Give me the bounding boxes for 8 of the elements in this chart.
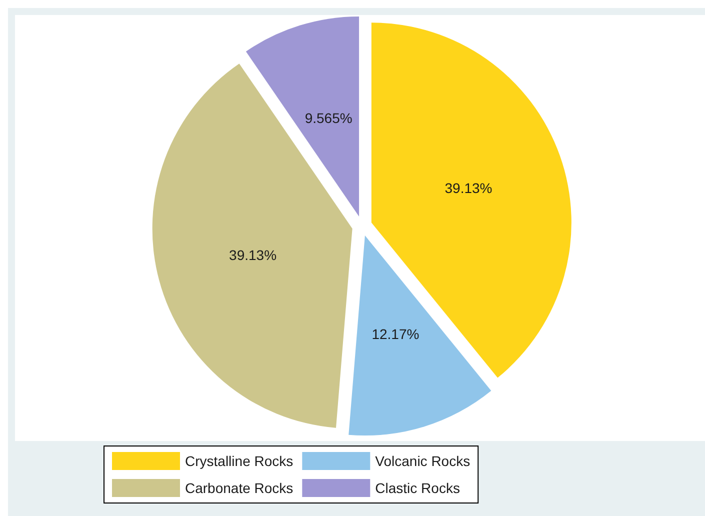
legend-label: Volcanic Rocks: [375, 453, 470, 469]
data-label: 39.13%: [444, 180, 492, 196]
data-label: 12.17%: [372, 326, 420, 342]
legend-label: Carbonate Rocks: [185, 480, 294, 496]
legend-label: Clastic Rocks: [375, 480, 460, 496]
data-label: 39.13%: [229, 247, 277, 264]
data-label: 9.565%: [304, 110, 352, 126]
legend-label: Crystalline Rocks: [185, 453, 294, 469]
